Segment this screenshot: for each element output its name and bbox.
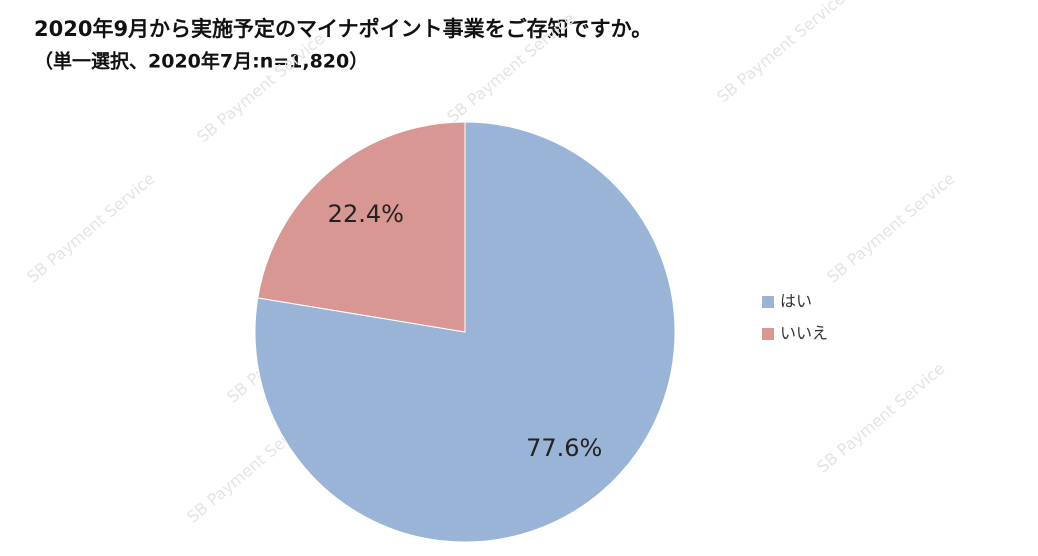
watermark: SB Payment Service — [193, 29, 328, 147]
watermark: SB Payment Service — [713, 0, 848, 107]
legend-label: はい — [780, 292, 812, 311]
data-label: 77.6% — [526, 434, 602, 462]
data-label: 22.4% — [328, 200, 404, 228]
legend-swatch — [762, 296, 774, 308]
chart-title: 2020年9月から実施予定のマイナポイント事業をご存知ですか。 — [34, 17, 652, 41]
pie-slice — [254, 121, 676, 543]
watermark: SB Payment Service — [823, 169, 958, 287]
legend-swatch — [762, 328, 774, 340]
chart-subtitle: （単一選択、2020年7月:n=1,820） — [34, 50, 368, 73]
pie-slice — [257, 121, 466, 333]
watermark: SB Payment Service — [23, 169, 158, 287]
legend-label: いいえ — [780, 324, 828, 343]
watermark: SB Payment Service — [813, 359, 948, 477]
